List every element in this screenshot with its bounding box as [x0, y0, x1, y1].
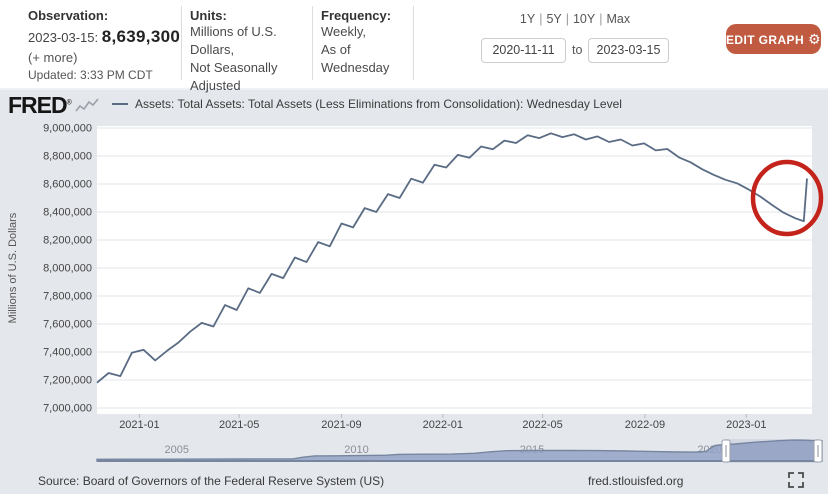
more-observations-link[interactable]: (+ more) [28, 50, 78, 65]
end-date-input[interactable]: 2023-03-15 [588, 38, 669, 63]
header-divider [181, 6, 182, 80]
y-axis-tick-label: 7,600,000 [43, 319, 92, 331]
y-axis-title: Millions of U.S. Dollars [7, 212, 19, 324]
range-selector: 1Y | 5Y | 10Y | Max [470, 12, 680, 26]
y-axis-tick-label: 8,600,000 [43, 179, 92, 191]
mini-area-chart [96, 439, 823, 462]
units-line: Millions of U.S. [190, 24, 277, 39]
frequency-column: Frequency: Weekly, As of Wednesday [321, 8, 409, 77]
units-line: Dollars, [190, 42, 235, 57]
sparkline-logo-icon [75, 97, 99, 111]
x-axis-tick-label: 2021-05 [219, 419, 259, 431]
fullscreen-icon[interactable] [786, 470, 806, 490]
site-link[interactable]: fred.stlouisfed.org [588, 474, 684, 488]
y-axis-tick-label: 7,800,000 [43, 291, 92, 303]
y-axis-tick-label: 7,000,000 [43, 403, 92, 415]
edit-graph-button[interactable]: EDIT GRAPH ⚙ [726, 24, 821, 54]
source-attribution: Source: Board of Governors of the Federa… [38, 474, 385, 488]
registered-trademark: ® [66, 98, 72, 106]
start-date-input[interactable]: 2020-11-11 [481, 38, 566, 63]
edit-graph-label: EDIT GRAPH [726, 32, 805, 47]
observation-value: 8,639,300 [101, 27, 181, 46]
header-divider [312, 6, 313, 80]
chart-legend: Assets: Total Assets: Total Assets (Less… [112, 97, 622, 111]
legend-series-label: Assets: Total Assets: Total Assets (Less… [135, 97, 622, 111]
units-line: Adjusted [190, 78, 241, 93]
units-column: Units: Millions of U.S. Dollars, Not Sea… [190, 8, 305, 95]
mini-year-label: 2005 [165, 444, 189, 456]
y-axis-tick-label: 8,400,000 [43, 207, 92, 219]
range-separator: | [565, 12, 569, 26]
x-axis-tick-label: 2023-01 [726, 419, 766, 431]
y-axis-tick-label: 8,200,000 [43, 235, 92, 247]
observation-column: Observation: 2023-03-15: 8,639,300 (+ mo… [28, 8, 181, 82]
x-axis-tick-label: 2022-05 [522, 419, 562, 431]
legend-line-swatch [112, 103, 128, 105]
y-axis-tick-label: 8,800,000 [43, 151, 92, 163]
range-link-5y[interactable]: 5Y [546, 12, 562, 26]
y-axis-tick-label: 8,000,000 [43, 263, 92, 275]
fred-logo[interactable]: FRED® [8, 91, 72, 118]
header-bar: Observation: 2023-03-15: 8,639,300 (+ mo… [0, 0, 828, 93]
x-axis-tick-label: 2022-09 [625, 419, 665, 431]
range-links: 1Y | 5Y | 10Y | Max [470, 12, 680, 26]
frequency-label: Frequency: [321, 8, 392, 23]
mini-year-label: 2010 [344, 444, 368, 456]
observation-date: 2023-03-15: [28, 30, 99, 45]
data-series-line [96, 132, 808, 384]
units-line: Not Seasonally [190, 60, 278, 75]
units-label: Units: [190, 8, 227, 23]
slider-selected-range[interactable] [726, 439, 818, 463]
updated-timestamp: Updated: 3:33 PM CDT [28, 68, 153, 82]
x-axis-tick-label: 2022-01 [423, 419, 463, 431]
brand-row: FRED® [8, 91, 99, 118]
range-link-10y[interactable]: 10Y [572, 12, 596, 26]
observation-label: Observation: [28, 8, 109, 23]
frequency-line: Weekly, [321, 24, 367, 39]
range-link-1y[interactable]: 1Y [519, 12, 536, 26]
frequency-line: Wednesday [321, 60, 390, 75]
date-range-to-label: to [572, 43, 583, 57]
plot-area [97, 126, 812, 414]
header-divider [413, 6, 414, 80]
y-axis-tick-label: 7,200,000 [43, 375, 92, 387]
y-axis-tick-label: 9,000,000 [43, 123, 92, 135]
range-separator: | [539, 12, 543, 26]
range-separator: | [599, 12, 603, 26]
observation-value-row: 2023-03-15: 8,639,300 [28, 27, 181, 47]
annotation-circle [750, 159, 824, 237]
x-axis-tick-label: 2021-01 [119, 419, 159, 431]
gear-icon: ⚙ [808, 30, 821, 47]
x-axis-tick-label: 2021-09 [321, 419, 361, 431]
y-axis-tick-label: 7,400,000 [43, 347, 92, 359]
range-link-max[interactable]: Max [606, 12, 631, 26]
frequency-line: As of [321, 42, 351, 57]
